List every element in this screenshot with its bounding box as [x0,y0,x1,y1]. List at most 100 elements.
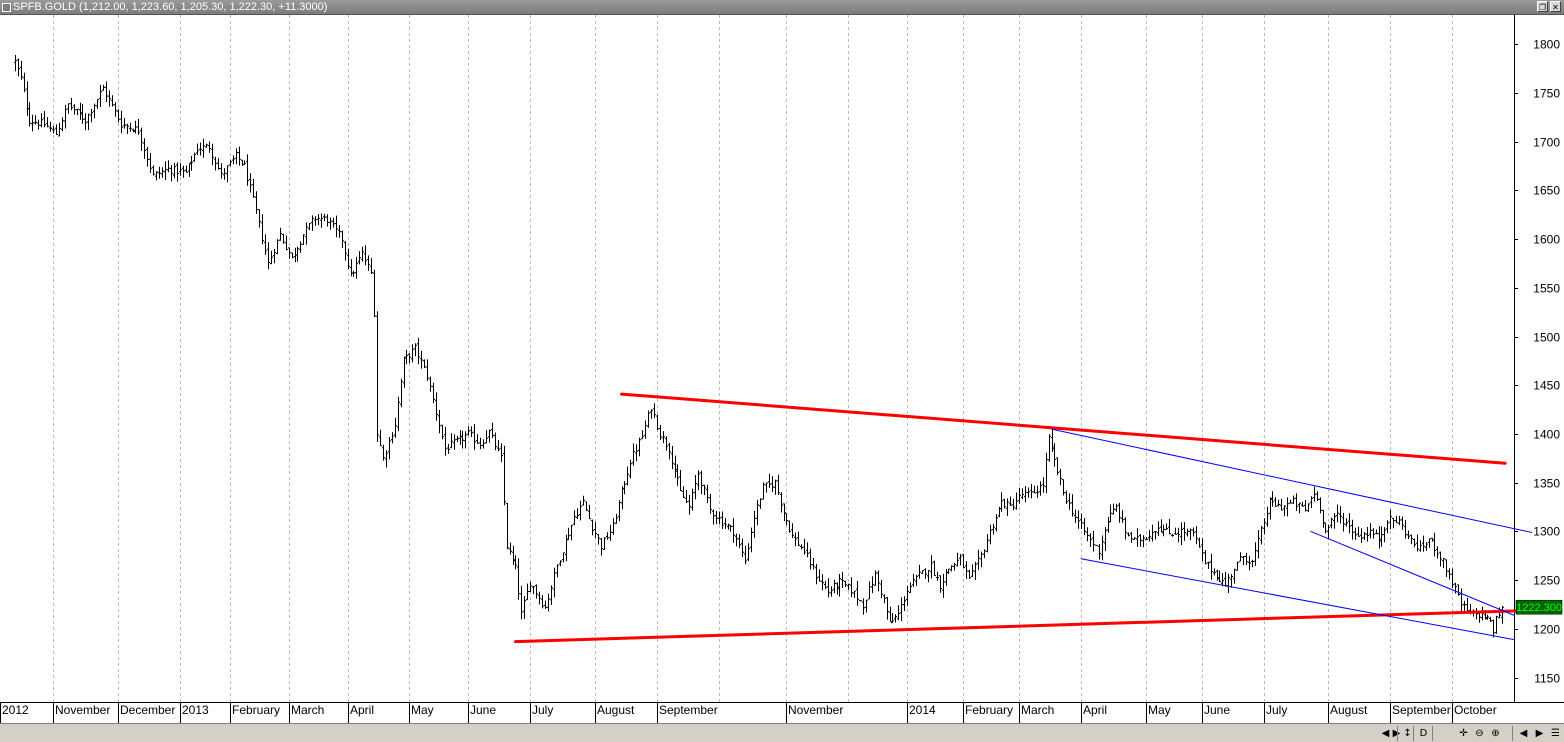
ohlc-bar [232,155,235,165]
ohlc-bar [1098,544,1101,560]
ohlc-bar [23,72,26,93]
ohlc-bar [526,583,529,601]
ohlc-bar [464,431,467,449]
price-chart[interactable]: 1150 1200 1250 1300 1350 1400 1450 1500 1550 1600… [0,15,1564,723]
ohlc-bar [1086,527,1089,542]
ohlc-bar [585,501,588,511]
window-titlebar: SPFB.GOLD (1,212.00, 1,223.60, 1,205.30,… [0,0,1564,15]
ohlc-bar [647,410,650,428]
ohlc-bar [635,444,638,462]
ohlc-bar [497,439,500,452]
ohlc-bar [1436,546,1439,559]
ohlc-bar [1489,616,1492,622]
ohlc-bar [850,577,853,598]
ohlc-bar [361,246,364,262]
ohlc-bar [685,489,688,503]
statusbar-separator [1413,726,1414,741]
vertical-scale-icon[interactable]: ↕ [1403,728,1412,739]
ohlc-bar [308,223,311,231]
ohlc-bar [1277,499,1280,507]
ohlc-bar [632,443,635,466]
y-tick-label: 1650 [1533,184,1560,198]
ohlc-bar [514,555,517,570]
ohlc-bar [314,216,317,226]
ohlc-bar [34,115,37,125]
ohlc-bar [37,119,40,130]
ohlc-bar [20,60,23,80]
ohlc-bar [715,510,718,525]
ohlc-bar [1416,534,1419,552]
ohlc-bar [947,568,950,574]
scroll-left-icon[interactable]: ◀ [1381,728,1390,739]
ohlc-bar [1124,517,1127,540]
ohlc-bar [279,227,282,241]
ohlc-bar [1369,523,1372,539]
ohlc-bar [338,225,341,238]
ohlc-bar [432,382,435,404]
zoom-out-icon[interactable]: ⊖ [1475,728,1484,739]
ohlc-bar [877,570,880,592]
zoom-in-icon[interactable]: ⊕ [1491,728,1500,739]
period-button[interactable]: D [1419,728,1428,739]
nav-prev-icon[interactable]: ◀ [1519,728,1528,739]
nav-next-icon[interactable]: ▶ [1535,728,1544,739]
ohlc-bar [1445,559,1448,577]
ohlc-bar [420,350,423,369]
ohlc-bar [67,103,70,114]
x-tick-label: June [470,703,496,717]
ohlc-bar [81,104,84,124]
x-tick-label: August [1330,703,1368,717]
ohlc-bar [1301,501,1304,507]
ohlc-bar [1307,503,1310,513]
ohlc-bar [918,564,921,579]
ohlc-bar [252,178,255,198]
menu-icon[interactable]: ☰ [1551,728,1560,739]
ohlc-bar [149,152,152,173]
ohlc-bar [750,527,753,553]
close-icon[interactable]: ✕ [1550,1,1561,12]
ohlc-bar [656,414,659,431]
y-tick-label: 1150 [1534,672,1560,686]
ohlc-bar [364,245,367,266]
ohlc-bar [273,248,276,264]
ohlc-bar [1410,534,1413,545]
ohlc-bar [288,247,291,259]
ohlc-bar [1157,521,1160,536]
restore-icon[interactable]: ❐ [1537,1,1548,12]
ohlc-bar [79,102,82,120]
ohlc-bar [1236,561,1239,571]
ohlc-bar [1039,481,1042,496]
ohlc-bar [1448,568,1451,580]
ohlc-bar [1000,492,1003,512]
ohlc-bar [794,532,797,547]
ohlc-bar [520,585,523,620]
ohlc-bar [741,538,744,558]
ohlc-bar [971,564,974,577]
ohlc-bar [847,583,850,591]
ohlc-bar [64,104,67,129]
window-menu-icon[interactable] [2,3,11,12]
ohlc-bar [143,138,146,159]
ohlc-bar [476,434,479,444]
scroll-right-icon[interactable]: ▶ [1389,726,1404,741]
ohlc-bar [137,118,140,135]
y-tick-label: 1200 [1533,623,1560,637]
ohlc-bar [915,574,918,586]
ohlc-bar [641,430,644,440]
ohlc-bar [87,113,90,131]
ohlc-bar [347,248,350,269]
ohlc-bar [494,432,497,451]
x-tick-label: May [1148,703,1171,717]
ohlc-bar [509,542,512,555]
ohlc-bar [226,165,229,183]
ohlc-bar [1327,524,1330,539]
ohlc-bar [84,113,87,131]
ohlc-bar [1457,584,1460,596]
ohlc-bar [114,102,117,117]
ohlc-bar [382,444,385,461]
ohlc-bar [1092,530,1095,552]
crosshair-icon[interactable]: ✛ [1459,728,1468,739]
ohlc-bar [90,108,93,123]
ohlc-bar [1083,518,1086,536]
ohlc-bar [517,558,520,600]
